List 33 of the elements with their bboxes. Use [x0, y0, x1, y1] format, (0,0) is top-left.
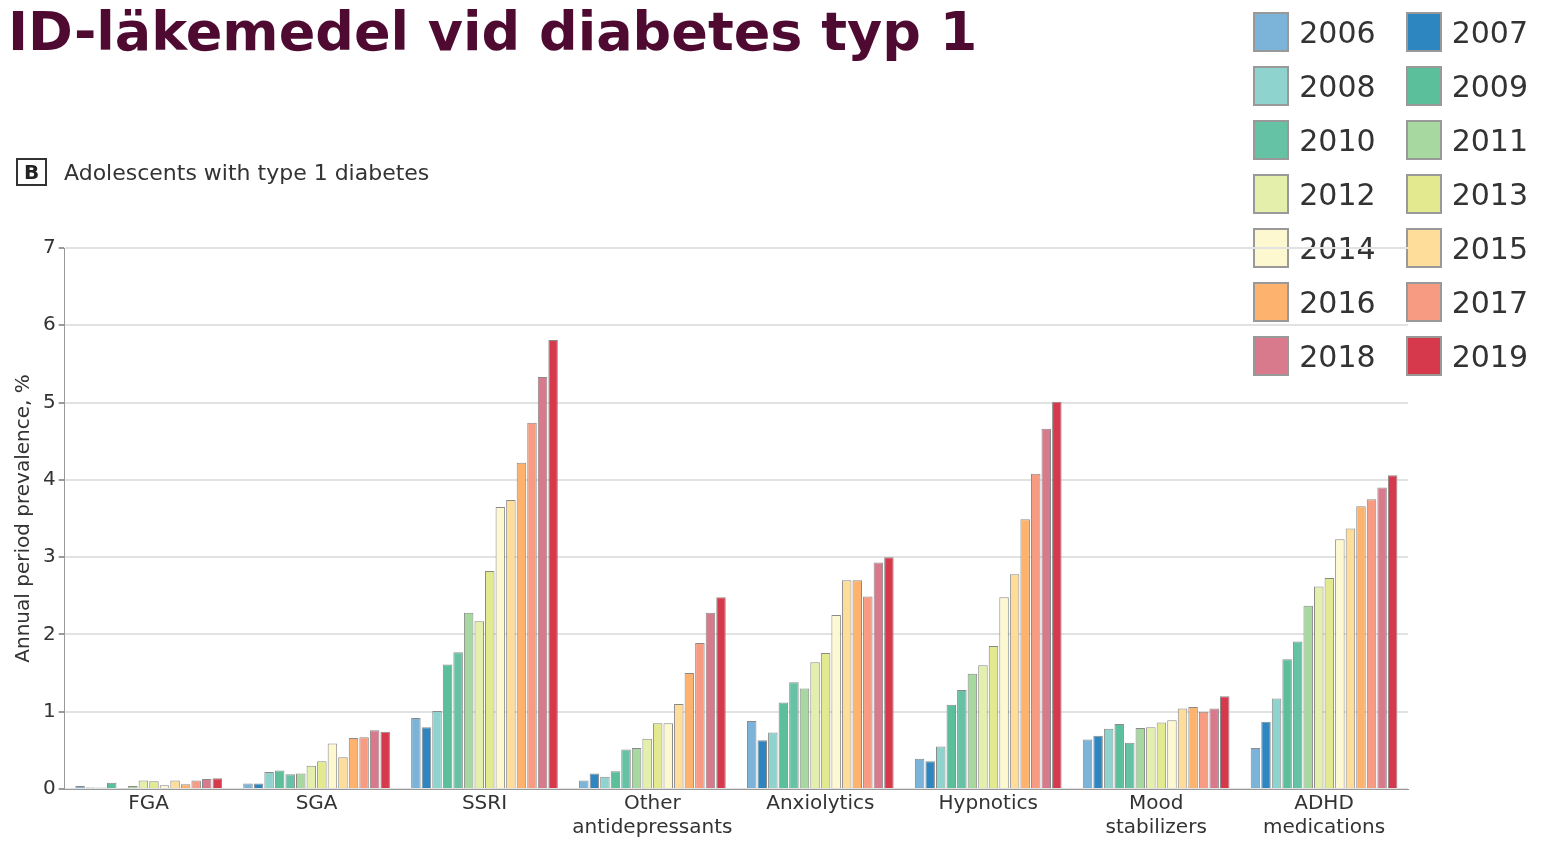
- legend-label: 2009: [1451, 68, 1528, 104]
- x-tick-label: Mood stabilizers: [1105, 790, 1207, 839]
- legend-label: 2018: [1299, 338, 1376, 374]
- legend-label: 2019: [1451, 338, 1528, 374]
- y-tick-label: 0: [42, 775, 56, 800]
- x-tick-label: ADHD medications: [1263, 790, 1386, 839]
- legend-label: 2006: [1299, 14, 1376, 50]
- legend-label: 2007: [1451, 14, 1528, 50]
- chart-subtitle: Adolescents with type 1 diabetes: [64, 160, 430, 185]
- chart-title: ID-läkemedel vid diabetes typ 1: [8, 7, 978, 63]
- legend-label: 2011: [1451, 122, 1528, 158]
- legend-label: 2012: [1299, 176, 1376, 212]
- legend-label: 2016: [1299, 284, 1376, 320]
- y-tick-label: 4: [42, 466, 56, 491]
- y-tick-label: 6: [42, 311, 56, 336]
- y-tick-label: 7: [42, 234, 56, 259]
- y-axis-title: Annual period prevalence, %: [10, 374, 35, 663]
- legend-label: 2017: [1451, 284, 1528, 320]
- y-tick-label: 1: [42, 697, 56, 722]
- x-tick-label: Anxiolytics: [766, 790, 875, 815]
- legend-label: 2010: [1299, 122, 1376, 158]
- x-tick-label: FGA: [128, 790, 170, 815]
- x-tick-label: Other antidepressants: [572, 790, 733, 839]
- x-tick-label: Hypnotics: [938, 790, 1038, 815]
- x-tick-label: SSRI: [461, 790, 508, 815]
- y-tick-label: 5: [42, 388, 56, 413]
- y-tick-label: 3: [42, 543, 56, 568]
- legend-label: 2013: [1451, 176, 1528, 212]
- y-tick-label: 2: [42, 620, 56, 645]
- legend-label: 2008: [1299, 68, 1376, 104]
- x-tick-label: SGA: [295, 790, 338, 815]
- legend-label: 2015: [1451, 230, 1528, 266]
- text: B: [16, 158, 48, 186]
